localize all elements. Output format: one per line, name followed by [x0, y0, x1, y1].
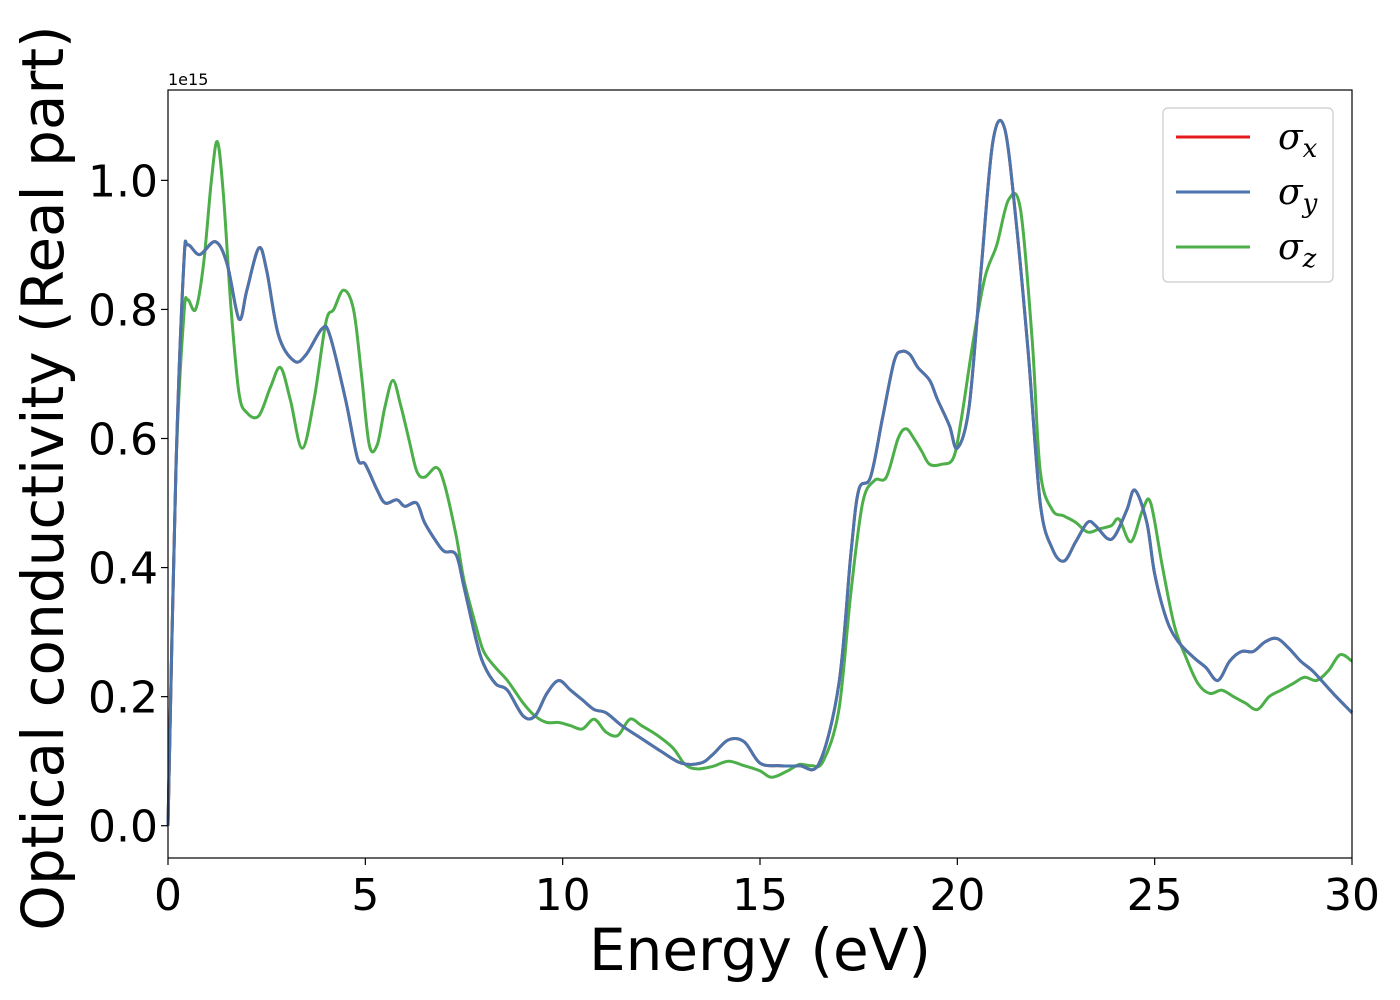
y-tick-label: 1.0 — [88, 156, 158, 207]
series-line-z — [166, 140, 1353, 826]
x-axis-title: Energy (eV) — [589, 916, 931, 984]
y-tick-label: 0.0 — [88, 802, 158, 853]
y-tick-label: 0.2 — [88, 673, 158, 724]
x-axis-ticks: 0 5 10 15 20 25 30 — [154, 858, 1380, 921]
x-tick-label: 25 — [1127, 870, 1183, 921]
legend-label-y: σy — [1278, 172, 1318, 219]
x-tick-label: 0 — [154, 870, 182, 921]
y-offset-label: 1e15 — [168, 70, 208, 89]
x-tick-label: 20 — [929, 870, 985, 921]
y-axis-ticks: 0.0 0.2 0.4 0.6 0.8 1.0 — [88, 156, 168, 853]
series-line-y — [166, 118, 1354, 826]
y-tick-label: 0.6 — [88, 415, 158, 466]
x-tick-label: 5 — [351, 870, 379, 921]
x-tick-label: 15 — [732, 870, 788, 921]
legend-label-x: σx — [1278, 117, 1318, 164]
y-axis-title: Optical conductivity (Real part) — [9, 25, 77, 930]
x-tick-label: 30 — [1324, 870, 1380, 921]
legend: σx σy σz — [1162, 107, 1334, 283]
x-tick-label: 10 — [535, 870, 591, 921]
legend-box — [1162, 107, 1334, 283]
legend-label-z: σz — [1278, 227, 1317, 274]
y-tick-label: 0.4 — [88, 544, 158, 595]
series-layer — [166, 118, 1354, 826]
y-tick-label: 0.8 — [88, 285, 158, 336]
